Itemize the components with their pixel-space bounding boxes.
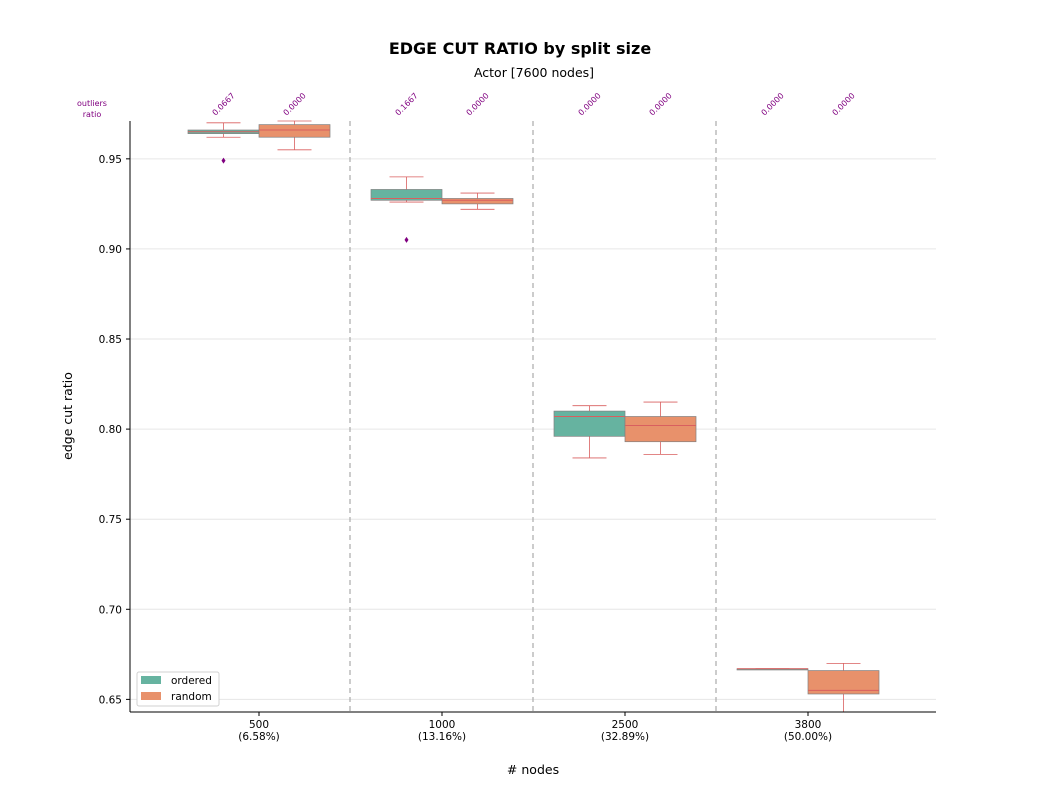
label-layer: 0.65 0.70 0.75 0.80 0.85 0.90 0.95 0.0667 0.1667…: [99, 91, 857, 743]
box-body: [807, 670, 880, 695]
box-layer: [187, 120, 880, 712]
legend-label-random: random: [171, 691, 212, 703]
x-tick-sublabel: (32.89%): [601, 731, 649, 743]
chart-subtitle: Actor [7600 nodes]: [474, 65, 594, 80]
outliers-header-line2: ratio: [83, 110, 102, 119]
y-axis-label: edge cut ratio: [60, 372, 75, 460]
y-tick-label: 0.75: [99, 514, 122, 526]
legend-label-ordered: ordered: [171, 675, 212, 687]
y-tick-label: 0.95: [99, 154, 122, 166]
x-tick-label: 1000: [429, 719, 456, 731]
x-tick-sublabel: (50.00%): [784, 731, 832, 743]
box-random-3800: [807, 662, 880, 712]
chart-title: EDGE CUT RATIO by split size: [389, 39, 652, 58]
y-tick-label: 0.80: [99, 424, 122, 436]
x-tick-sublabel: (6.58%): [238, 731, 280, 743]
y-tick-label: 0.65: [99, 694, 122, 706]
box-ordered-500: [187, 122, 260, 164]
axis-layer: [126, 121, 936, 716]
outlier-ratio-label: 0.0000: [648, 91, 674, 117]
box-body: [553, 410, 626, 437]
outlier-ratio-label: 0.0000: [577, 91, 603, 117]
box-random-500: [258, 120, 331, 151]
outlier-ratio-label: 0.0000: [465, 91, 491, 117]
legend: ordered random: [136, 671, 220, 707]
outlier-ratio-label: 0.1667: [394, 91, 420, 117]
flier-point: [404, 236, 409, 243]
box-body: [441, 198, 514, 205]
y-tick-label: 0.85: [99, 334, 122, 346]
box-ordered-1000: [370, 176, 443, 243]
outliers-header-line1: outliers: [77, 99, 107, 108]
legend-swatch-ordered: [141, 676, 161, 684]
outlier-ratio-label: 0.0000: [760, 91, 786, 117]
outlier-ratio-label: 0.0000: [282, 91, 308, 117]
flier-point: [221, 157, 226, 164]
box-random-1000: [441, 192, 514, 210]
x-tick-label: 500: [249, 719, 269, 731]
x-tick-label: 3800: [795, 719, 822, 731]
box-body: [370, 189, 443, 201]
x-axis-label: # nodes: [507, 762, 559, 777]
box-random-2500: [624, 401, 697, 455]
box-body: [258, 124, 331, 138]
outlier-ratio-label: 0.0000: [831, 91, 857, 117]
legend-swatch-random: [141, 692, 161, 700]
box-ordered-3800: [736, 668, 809, 671]
y-tick-label: 0.70: [99, 604, 122, 616]
box-body: [624, 416, 697, 443]
x-tick-label: 2500: [612, 719, 639, 731]
y-tick-label: 0.90: [99, 244, 122, 256]
x-tick-sublabel: (13.16%): [418, 731, 466, 743]
outlier-ratio-label: 0.0667: [211, 91, 237, 117]
box-ordered-2500: [553, 405, 626, 459]
